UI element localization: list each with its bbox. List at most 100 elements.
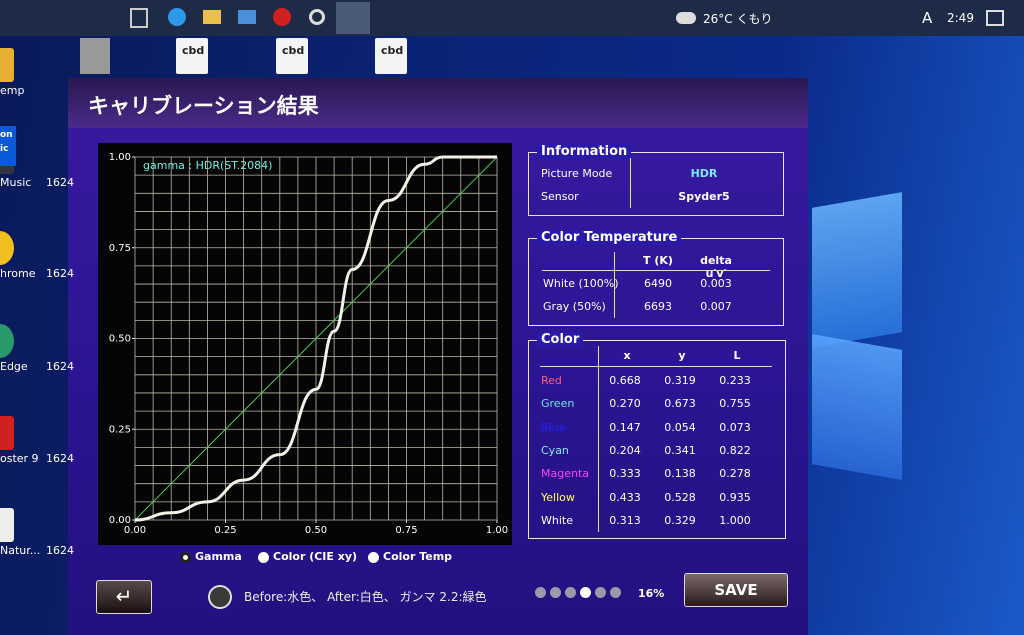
weather-icon <box>676 12 696 24</box>
cell: 0.073 <box>719 420 751 434</box>
icon-label[interactable]: 1624 <box>46 176 74 189</box>
row-label: Green <box>541 397 575 411</box>
icon-label[interactable]: cbd <box>282 44 305 57</box>
icon-label[interactable]: cbd <box>182 44 205 57</box>
icon-label[interactable]: 1624 <box>46 267 74 280</box>
icon-image[interactable] <box>176 38 208 74</box>
panel-title: Information <box>537 144 632 159</box>
app-tile[interactable] <box>0 126 16 166</box>
icon-label[interactable]: cbd <box>381 44 404 57</box>
save-button[interactable]: SAVE <box>684 573 788 607</box>
progress-dot <box>550 587 561 598</box>
row-label: Gray (50%) <box>543 300 606 313</box>
clock[interactable]: 2:49 <box>947 11 974 25</box>
cell: 0.668 <box>609 374 641 387</box>
weather[interactable]: 26°C くもり <box>703 12 773 26</box>
cell: 0.147 <box>609 420 641 434</box>
info-value: Spyder5 <box>678 190 730 203</box>
info-label: Picture Mode <box>541 167 613 180</box>
color-panel: Color <box>528 332 786 539</box>
cell: 1.000 <box>719 513 751 527</box>
radio[interactable] <box>258 552 269 563</box>
cell: 0.822 <box>719 443 751 457</box>
icon-label[interactable]: Music <box>0 176 32 189</box>
info-icon <box>208 585 232 609</box>
folder-icon[interactable] <box>203 10 221 24</box>
tile-label[interactable]: ic <box>0 144 9 154</box>
icon-image[interactable] <box>375 38 407 74</box>
active-app[interactable] <box>336 2 370 34</box>
radio[interactable] <box>368 552 379 563</box>
cell: 0.007 <box>700 300 732 313</box>
icon-image[interactable] <box>80 38 110 74</box>
cell: 0.528 <box>664 490 696 504</box>
progress-text: 16% <box>638 587 665 600</box>
cell: 0.329 <box>664 513 696 527</box>
windows-logo <box>812 190 1024 480</box>
reference-line <box>134 156 498 521</box>
radio-label[interactable]: Color (CIE xy) <box>273 550 358 563</box>
settings-icon[interactable] <box>309 9 325 25</box>
back-button[interactable]: ↵ <box>96 580 152 614</box>
divider <box>540 366 772 367</box>
icon-label[interactable]: 1624 <box>46 360 74 373</box>
icon-label[interactable]: Edge <box>0 360 28 373</box>
radio-label[interactable]: Gamma <box>195 550 242 563</box>
x-tick-label: 0.75 <box>395 525 417 536</box>
icon-label[interactable]: emp <box>0 84 25 97</box>
cell: 6693 <box>644 300 672 313</box>
icon-image[interactable] <box>276 38 308 74</box>
edge-icon[interactable] <box>168 8 186 26</box>
cell: 0.233 <box>719 374 751 387</box>
app-icon[interactable] <box>273 8 291 26</box>
row-label: Red <box>541 374 562 387</box>
y-tick-label: 0.50 <box>109 334 131 345</box>
progress-dot <box>610 587 621 598</box>
icon-label[interactable]: 1624 <box>46 544 74 557</box>
icon-label[interactable]: 1624 <box>46 452 74 465</box>
cell: 0.433 <box>609 490 641 504</box>
task-view[interactable] <box>130 8 148 28</box>
row-label: White <box>541 513 573 527</box>
progress-dot <box>535 587 546 598</box>
legend-note: Before:水色、 After:白色、 ガンマ 2.2:緑色 <box>244 590 487 604</box>
cell: 0.054 <box>664 420 696 434</box>
cell: 0.319 <box>664 374 696 387</box>
y-tick-label: 0.75 <box>109 243 131 254</box>
icon-image[interactable] <box>0 48 14 82</box>
tile-label[interactable]: on <box>0 130 13 140</box>
radio[interactable] <box>180 552 191 563</box>
title-bar <box>68 78 808 128</box>
panel-title: Color Temperature <box>537 230 682 245</box>
cell: 0.935 <box>719 490 751 504</box>
icon-label[interactable]: Natur... <box>0 544 41 557</box>
row-label: Magenta <box>541 467 590 481</box>
cell: 0.341 <box>664 443 696 457</box>
cell: 0.313 <box>609 513 641 527</box>
row-label: Cyan <box>541 443 569 457</box>
icon-label[interactable]: oster 9 <box>0 452 39 465</box>
cell: 0.270 <box>609 397 641 411</box>
gamma-curve <box>134 155 497 522</box>
cell: 0.755 <box>719 397 751 411</box>
icon-label[interactable]: hrome <box>0 267 36 280</box>
app-icon[interactable] <box>238 10 256 24</box>
x-tick-label: 1.00 <box>486 525 508 536</box>
icon-image[interactable] <box>0 508 14 542</box>
icon-image[interactable] <box>0 324 14 358</box>
icon-image[interactable] <box>0 231 14 265</box>
radio-label[interactable]: Color Temp <box>383 550 453 563</box>
divider <box>614 252 615 318</box>
divider <box>542 270 770 271</box>
column-header: L <box>733 349 741 362</box>
cell: 0.138 <box>664 467 696 481</box>
cell: 0.673 <box>664 397 696 411</box>
y-tick-label: 0.00 <box>109 515 131 526</box>
cell: 0.278 <box>719 467 751 481</box>
column-header: T (K) <box>643 254 673 267</box>
icon-image[interactable] <box>0 416 14 450</box>
ime[interactable]: A <box>922 9 933 27</box>
notifications[interactable] <box>986 10 1004 26</box>
cell: 6490 <box>644 277 672 290</box>
info-value: HDR <box>690 167 718 180</box>
